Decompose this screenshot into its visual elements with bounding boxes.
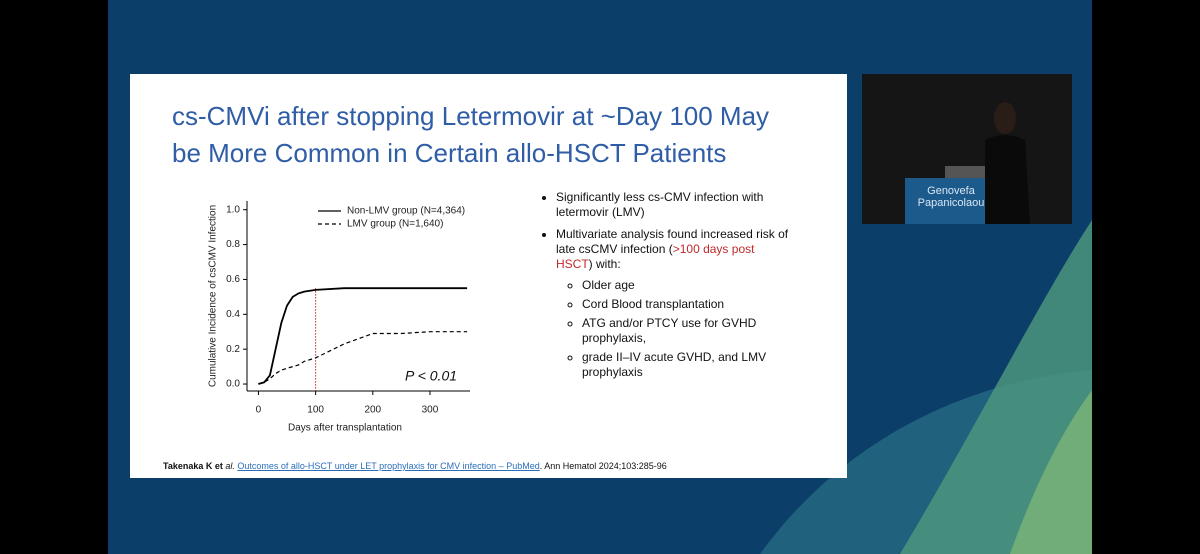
speaker-head: [994, 102, 1016, 134]
citation-authors: Takenaka K et: [163, 461, 223, 471]
bullet: Significantly less cs-CMV infection with…: [556, 190, 790, 220]
x-axis-label: Days after transplantation: [288, 423, 402, 434]
y-tick-label: 0.2: [226, 344, 240, 355]
speaker-name: Genovefa Papanicolaou: [907, 185, 995, 209]
sub-bullet: ATG and/or PTCY use for GVHD prophylaxis…: [582, 316, 790, 346]
title-line: cs-CMVi after stopping Letermovir at ~Da…: [172, 101, 770, 131]
y-tick-label: 0.6: [226, 274, 240, 285]
sub-bullet: Cord Blood transplantation: [582, 297, 790, 312]
bullet-text: Multivariate analysis found increased ri…: [556, 227, 789, 256]
title-line: be More Common in Certain allo-HSCT Pati…: [172, 138, 727, 168]
citation-rest: . Ann Hematol 2024;103:285-96: [539, 461, 667, 471]
y-axis-label: Cumulative Incidence of csCMV Infection: [208, 205, 219, 387]
legend-label: LMV group (N=1,640): [347, 219, 443, 230]
speaker-body: [985, 135, 1030, 224]
legend-label: Non-LMV group (N=4,364): [347, 206, 465, 217]
wave: [1010, 390, 1092, 554]
sign-line: Genovefa: [927, 185, 975, 197]
slide: [130, 74, 847, 478]
annotation: P < 0.01: [405, 368, 457, 384]
sub-bullet: Older age: [582, 278, 790, 293]
series-line: [258, 287, 468, 385]
wave: [900, 220, 1092, 554]
laptop: [945, 166, 985, 178]
x-tick-label: 300: [422, 405, 439, 416]
bullet-highlight: >100 days post HSCT: [556, 242, 755, 271]
series-line: [258, 331, 468, 385]
x-tick-label: 200: [364, 405, 381, 416]
bullet-list: Significantly less cs-CMV infection with…: [540, 190, 790, 387]
y-tick-label: 1.0: [226, 204, 240, 215]
x-tick-label: 100: [307, 405, 324, 416]
podium-sign: [905, 178, 997, 224]
citation-link[interactable]: Outcomes of allo-HSCT under LET prophyla…: [237, 461, 540, 471]
bullet: Multivariate analysis found increased ri…: [556, 227, 790, 380]
sign-line: Papanicolaou: [917, 197, 985, 209]
bullet-text: Significantly less cs-CMV infection with…: [556, 190, 764, 219]
y-tick-label: 0.0: [226, 379, 240, 390]
x-tick-label: 0: [256, 405, 262, 416]
chart: 0.0 0.2 0.4 0.6 0.8 1.0 0 100 200 300 Days after t…: [208, 201, 470, 434]
y-tick-label: 0.8: [226, 239, 240, 250]
slide-title: cs-CMVi after stopping Letermovir at ~Da…: [172, 98, 769, 172]
y-tick-label: 0.4: [226, 309, 240, 320]
citation: Takenaka K et al. Outcomes of allo-HSCT …: [163, 461, 667, 471]
sub-bullet: grade II–IV acute GVHD, and LMV prophyla…: [582, 350, 790, 380]
citation-etal: al.: [222, 461, 235, 471]
bullet-text: ) with:: [588, 257, 621, 271]
